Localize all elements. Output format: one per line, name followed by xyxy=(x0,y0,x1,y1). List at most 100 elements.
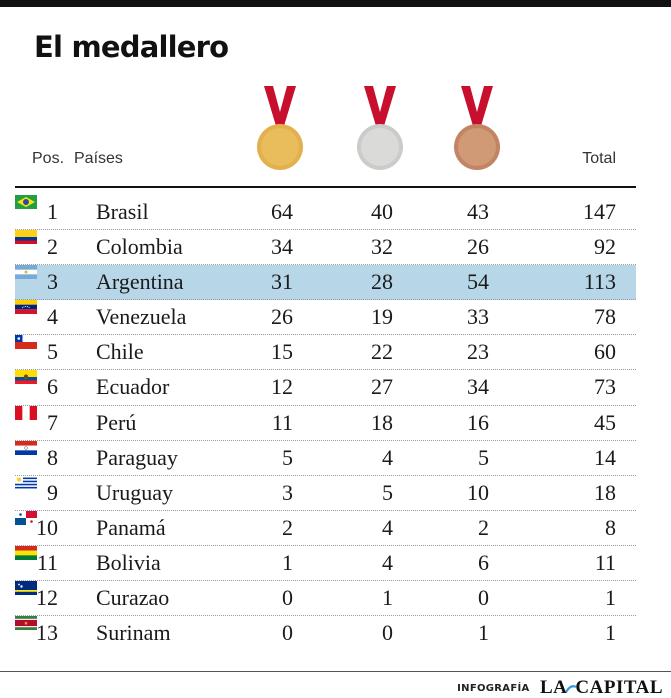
row-gold: 0 xyxy=(282,620,293,646)
row-total: 1 xyxy=(605,620,616,646)
row-pos: 4 xyxy=(47,304,58,330)
row-silver: 4 xyxy=(382,444,393,470)
table-row: 8 Paraguay 5 4 5 14 xyxy=(15,440,636,476)
credit-label: INFOGRAFÍA xyxy=(457,682,530,694)
row-bronze: 1 xyxy=(478,620,489,646)
venezuela-flag-icon xyxy=(15,300,37,315)
row-bronze: 43 xyxy=(467,199,489,224)
row-total: 147 xyxy=(583,199,616,224)
row-total: 92 xyxy=(594,234,616,260)
table-row: 6 Ecuador 12 27 34 73 xyxy=(15,370,636,406)
table-row: 2 Colombia 34 32 26 92 xyxy=(15,230,636,266)
table-row: 4 Venezuela 26 19 33 78 xyxy=(15,300,636,336)
silver-medal-icon xyxy=(357,86,403,170)
row-silver: 1 xyxy=(382,585,393,611)
header-pos: Pos. xyxy=(32,150,65,167)
row-silver: 22 xyxy=(371,339,393,365)
row-total: 8 xyxy=(605,514,616,540)
table-row: 9 Uruguay 3 5 10 18 xyxy=(15,475,636,511)
row-bronze: 23 xyxy=(467,339,489,365)
row-total: 78 xyxy=(594,304,616,330)
row-bronze: 2 xyxy=(478,514,489,540)
row-total: 73 xyxy=(594,374,616,400)
table-row: 12 Curazao 0 1 0 1 xyxy=(15,581,636,617)
row-gold: 64 xyxy=(271,199,293,224)
row-country: Venezuela xyxy=(96,304,187,330)
row-bronze: 5 xyxy=(478,444,489,470)
medal-table: 1 Brasil 64 40 43 147 2 Colombia 34 32 2… xyxy=(15,195,636,651)
row-country: Colombia xyxy=(96,234,183,260)
row-gold: 5 xyxy=(282,444,293,470)
row-total: 14 xyxy=(594,444,616,470)
brand-logo: LA CAPITAL xyxy=(540,677,663,698)
row-silver: 28 xyxy=(371,269,393,295)
table-row: 7 Perú 11 18 16 45 xyxy=(15,405,636,441)
row-silver: 5 xyxy=(382,479,393,505)
row-pos: 1 xyxy=(47,199,58,224)
row-total: 113 xyxy=(583,269,616,295)
row-bronze: 54 xyxy=(467,269,489,295)
la-capital-logo-icon xyxy=(565,684,578,693)
row-country: Chile xyxy=(96,339,144,365)
argentina-flag-icon xyxy=(15,265,37,280)
peru-flag-icon xyxy=(15,405,37,420)
curacao-flag-icon xyxy=(15,581,37,596)
row-gold: 31 xyxy=(271,269,293,295)
row-gold: 34 xyxy=(271,234,293,260)
row-silver: 32 xyxy=(371,234,393,260)
table-row: 5 Chile 15 22 23 60 xyxy=(15,335,636,371)
colombia-flag-icon xyxy=(15,230,37,245)
row-silver: 18 xyxy=(371,409,393,435)
brand-right: CAPITAL xyxy=(575,677,663,698)
row-country: Bolivia xyxy=(96,549,161,575)
row-pos: 5 xyxy=(47,339,58,365)
row-country: Panamá xyxy=(96,514,166,540)
row-pos: 8 xyxy=(47,444,58,470)
bolivia-flag-icon xyxy=(15,545,37,560)
page-title: El medallero xyxy=(34,30,229,64)
row-total: 60 xyxy=(594,339,616,365)
row-pos: 12 xyxy=(36,585,58,611)
row-total: 18 xyxy=(594,479,616,505)
row-pos: 6 xyxy=(47,374,58,400)
row-silver: 40 xyxy=(371,199,393,224)
footer-rule xyxy=(0,671,671,672)
suriname-flag-icon xyxy=(15,616,37,631)
row-gold: 11 xyxy=(271,409,293,435)
brand-left: LA xyxy=(539,677,568,698)
brazil-flag-icon xyxy=(15,195,37,209)
row-silver: 0 xyxy=(382,620,393,646)
row-pos: 3 xyxy=(47,269,58,295)
table-row: 11 Bolivia 1 4 6 11 xyxy=(15,545,636,582)
gold-medal-icon xyxy=(257,86,303,170)
row-gold: 1 xyxy=(282,549,293,575)
ecuador-flag-icon xyxy=(15,370,37,385)
row-gold: 3 xyxy=(282,479,293,505)
top-rule xyxy=(0,0,671,7)
row-pos: 11 xyxy=(36,549,58,575)
footer-credit: INFOGRAFÍA LA CAPITAL xyxy=(457,677,663,698)
row-pos: 13 xyxy=(36,620,58,646)
row-gold: 2 xyxy=(282,514,293,540)
uruguay-flag-icon xyxy=(15,475,37,490)
row-country: Argentina xyxy=(96,269,184,295)
row-total: 45 xyxy=(594,409,616,435)
row-silver: 4 xyxy=(382,514,393,540)
header-total: Total xyxy=(582,150,616,167)
row-country: Curazao xyxy=(96,585,170,611)
row-total: 11 xyxy=(594,549,616,575)
row-bronze: 0 xyxy=(478,585,489,611)
row-total: 1 xyxy=(605,585,616,611)
paraguay-flag-icon xyxy=(15,440,37,455)
table-row: 1 Brasil 64 40 43 147 xyxy=(15,195,636,231)
table-row: 13 Surinam 0 0 1 1 xyxy=(15,616,636,651)
row-country: Uruguay xyxy=(96,479,173,505)
row-bronze: 6 xyxy=(478,549,489,575)
row-silver: 27 xyxy=(371,374,393,400)
row-country: Paraguay xyxy=(96,444,178,470)
row-bronze: 34 xyxy=(467,374,489,400)
row-gold: 15 xyxy=(271,339,293,365)
row-pos: 7 xyxy=(47,409,58,435)
row-pos: 10 xyxy=(36,514,58,540)
row-bronze: 33 xyxy=(467,304,489,330)
